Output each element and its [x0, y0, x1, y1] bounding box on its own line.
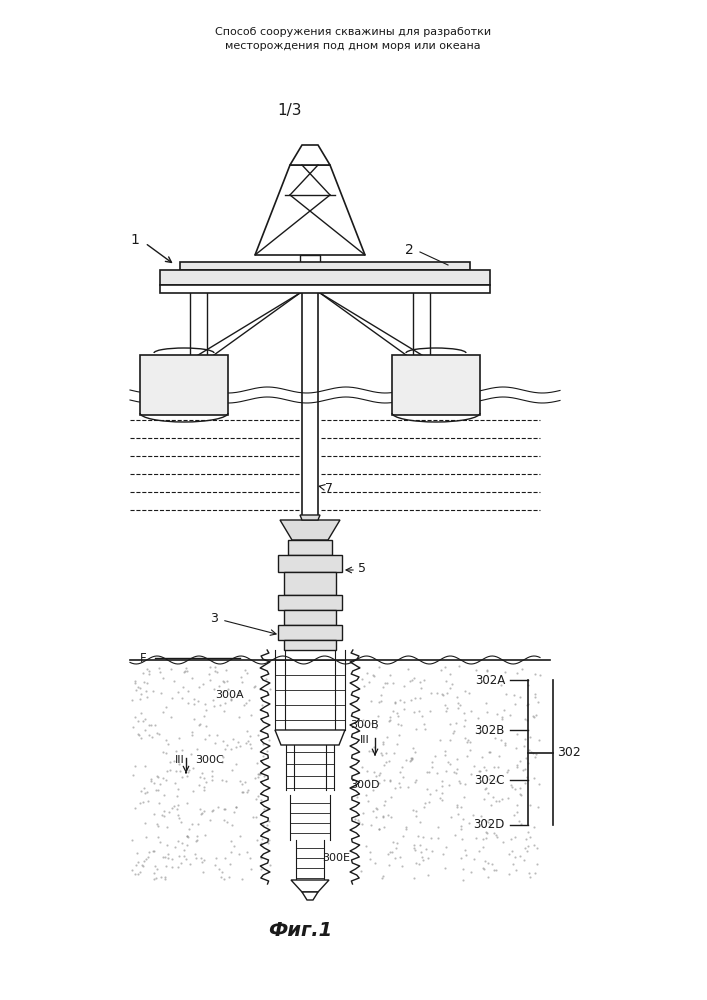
- Polygon shape: [300, 515, 320, 520]
- Text: 300В: 300В: [350, 720, 379, 730]
- Text: месторождения под дном моря или океана: месторождения под дном моря или океана: [226, 41, 481, 51]
- Text: Способ сооружения скважины для разработки: Способ сооружения скважины для разработк…: [215, 27, 491, 37]
- Polygon shape: [140, 355, 228, 415]
- Polygon shape: [288, 540, 332, 555]
- Polygon shape: [278, 595, 342, 610]
- Text: 302: 302: [557, 746, 580, 759]
- Text: 302В: 302В: [474, 724, 505, 736]
- Text: 300А: 300А: [215, 690, 244, 700]
- Text: 300С: 300С: [195, 755, 223, 765]
- Polygon shape: [278, 555, 342, 572]
- Polygon shape: [291, 880, 329, 892]
- Polygon shape: [284, 640, 336, 650]
- Text: 300D: 300D: [350, 780, 380, 790]
- Text: III: III: [360, 735, 370, 745]
- Polygon shape: [180, 262, 470, 270]
- Polygon shape: [160, 270, 490, 285]
- Polygon shape: [275, 730, 345, 745]
- Text: 3: 3: [210, 611, 218, 624]
- Polygon shape: [290, 145, 330, 165]
- Text: 7: 7: [325, 482, 333, 494]
- Text: 302D: 302D: [474, 818, 505, 832]
- Text: F: F: [140, 652, 146, 664]
- Text: 5: 5: [358, 562, 366, 574]
- Polygon shape: [294, 273, 326, 279]
- Polygon shape: [284, 572, 336, 595]
- Text: 1: 1: [130, 233, 139, 247]
- Polygon shape: [392, 355, 480, 415]
- Polygon shape: [255, 165, 365, 255]
- Text: 2: 2: [405, 243, 414, 257]
- Polygon shape: [302, 892, 318, 900]
- Text: Фиг.1: Фиг.1: [268, 920, 332, 940]
- Text: 302С: 302С: [474, 774, 505, 786]
- Polygon shape: [278, 625, 342, 640]
- Polygon shape: [300, 255, 320, 273]
- Text: III: III: [175, 755, 185, 765]
- Text: 302А: 302А: [474, 674, 505, 686]
- Polygon shape: [284, 610, 336, 625]
- Text: 1/3: 1/3: [278, 103, 303, 117]
- Polygon shape: [280, 520, 340, 540]
- Text: 300Е: 300Е: [322, 853, 350, 863]
- Polygon shape: [160, 285, 490, 293]
